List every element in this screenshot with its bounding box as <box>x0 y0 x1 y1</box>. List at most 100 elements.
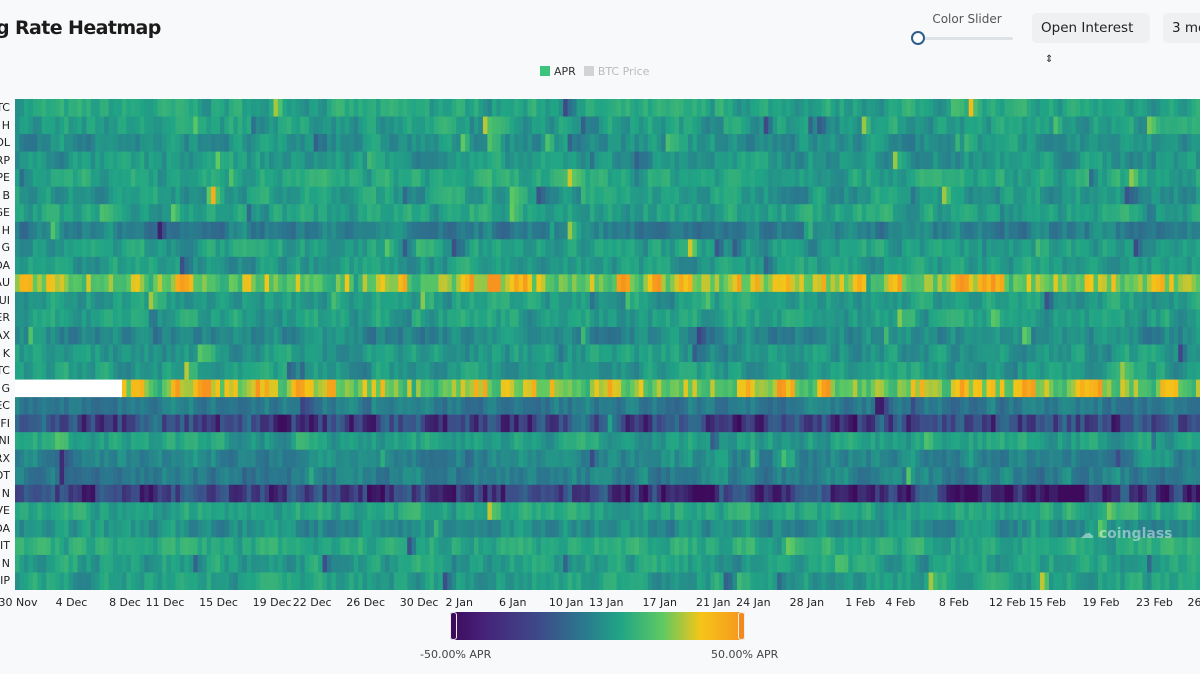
range-select[interactable]: 3 mo <box>1163 13 1200 43</box>
heatmap-cell <box>848 397 854 416</box>
heatmap-cell <box>349 326 355 345</box>
heatmap-cell <box>656 256 662 275</box>
heatmap-cell <box>870 99 876 118</box>
heatmap-cell <box>879 274 885 293</box>
heatmap-cell <box>37 397 43 416</box>
heatmap-cell <box>523 221 529 240</box>
heatmap-cell <box>113 309 119 328</box>
heatmap-cell <box>228 169 234 188</box>
heatmap-cell <box>99 186 105 205</box>
heatmap-cell <box>643 397 649 416</box>
heatmap-cell <box>1089 397 1095 416</box>
heatmap-cell <box>723 414 729 433</box>
heatmap-cell <box>1187 274 1193 293</box>
heatmap-cell <box>371 221 377 240</box>
heatmap-cell <box>260 204 266 223</box>
heatmap-cell <box>607 151 613 170</box>
heatmap-cell <box>425 186 431 205</box>
heatmap-cell <box>1013 309 1019 328</box>
heatmap-cell <box>170 151 177 170</box>
heatmap-cell <box>754 291 760 310</box>
heatmap-cell <box>1146 239 1153 258</box>
color-slider[interactable]: Color Slider <box>905 12 1017 45</box>
heatmap-cell <box>139 204 145 223</box>
heatmap-cell <box>754 414 760 433</box>
heatmap-cell <box>188 151 194 170</box>
heatmap-cell <box>344 379 350 398</box>
heatmap-cell <box>50 134 56 153</box>
heatmap-cell <box>425 362 431 381</box>
heatmap-cell <box>572 116 578 135</box>
heatmap-cell <box>759 186 765 205</box>
heatmap-cell <box>295 99 301 118</box>
heatmap[interactable] <box>15 99 1200 590</box>
heatmap-cell <box>763 344 769 363</box>
heatmap-cell <box>719 362 725 381</box>
heatmap-cell <box>389 414 395 433</box>
heatmap-cell <box>777 134 783 153</box>
heatmap-cell <box>478 397 484 416</box>
legend-item-apr[interactable]: APR <box>540 65 576 78</box>
heatmap-cell <box>670 221 676 240</box>
heatmap-cell <box>1173 379 1179 398</box>
heatmap-cell <box>794 239 800 258</box>
heatmap-cell <box>612 326 618 345</box>
heatmap-cell <box>1160 362 1166 381</box>
heatmap-cell <box>228 362 234 381</box>
heatmap-cell <box>968 326 974 345</box>
heatmap-cell <box>282 379 288 398</box>
heatmap-cell <box>964 256 970 275</box>
heatmap-cell <box>358 414 364 433</box>
heatmap-cell <box>496 256 502 275</box>
heatmap-cell <box>126 379 132 398</box>
heatmap-cell <box>607 362 613 381</box>
heatmap-cell <box>344 134 350 153</box>
heatmap-cell <box>371 204 377 223</box>
heatmap-cell <box>1017 169 1023 188</box>
metric-select[interactable]: Open Interest ⇕ <box>1032 13 1150 65</box>
heatmap-cell <box>340 274 346 293</box>
heatmap-cell <box>19 151 25 170</box>
heatmap-cell <box>215 326 221 345</box>
heatmap-cell <box>353 362 359 381</box>
heatmap-cell <box>884 344 890 363</box>
legend-item-btc-price[interactable]: BTC Price <box>583 65 649 78</box>
heatmap-cell <box>1120 291 1126 310</box>
heatmap-cell <box>531 116 538 135</box>
heatmap-cell <box>531 274 538 293</box>
heatmap-cell <box>108 326 114 345</box>
heatmap-cell <box>821 221 827 240</box>
heatmap-cell <box>99 291 105 310</box>
heatmap-cell <box>251 309 257 328</box>
heatmap-cell <box>612 99 618 118</box>
heatmap-cell <box>1151 309 1157 328</box>
heatmap-cell <box>848 151 854 170</box>
heatmap-cell <box>322 116 328 135</box>
heatmap-cell <box>1013 256 1019 275</box>
heatmap-cell <box>621 256 627 275</box>
heatmap-cell <box>349 379 355 398</box>
heatmap-cell <box>527 256 533 275</box>
slider-handle[interactable] <box>911 31 925 45</box>
heatmap-cell <box>941 274 948 293</box>
heatmap-cell <box>166 397 172 416</box>
heatmap-cell <box>1169 309 1175 328</box>
heatmap-cell <box>188 204 194 223</box>
heatmap-cell <box>701 291 707 310</box>
heatmap-cell <box>616 274 622 293</box>
heatmap-cell <box>220 186 226 205</box>
heatmap-cell <box>830 239 836 258</box>
heatmap-cell <box>1093 344 1099 363</box>
heatmap-cell <box>705 397 711 416</box>
heatmap-cell <box>540 116 546 135</box>
heatmap-cell <box>425 116 431 135</box>
heatmap-cell <box>442 256 448 275</box>
heatmap-cell <box>37 169 43 188</box>
heatmap-cell <box>732 169 738 188</box>
heatmap-cell <box>1008 379 1014 398</box>
heatmap-cell <box>15 291 21 310</box>
heatmap-cell <box>1022 116 1028 135</box>
slider-track[interactable] <box>917 37 1013 40</box>
heatmap-cell <box>491 169 497 188</box>
heatmap-cell <box>246 379 252 398</box>
